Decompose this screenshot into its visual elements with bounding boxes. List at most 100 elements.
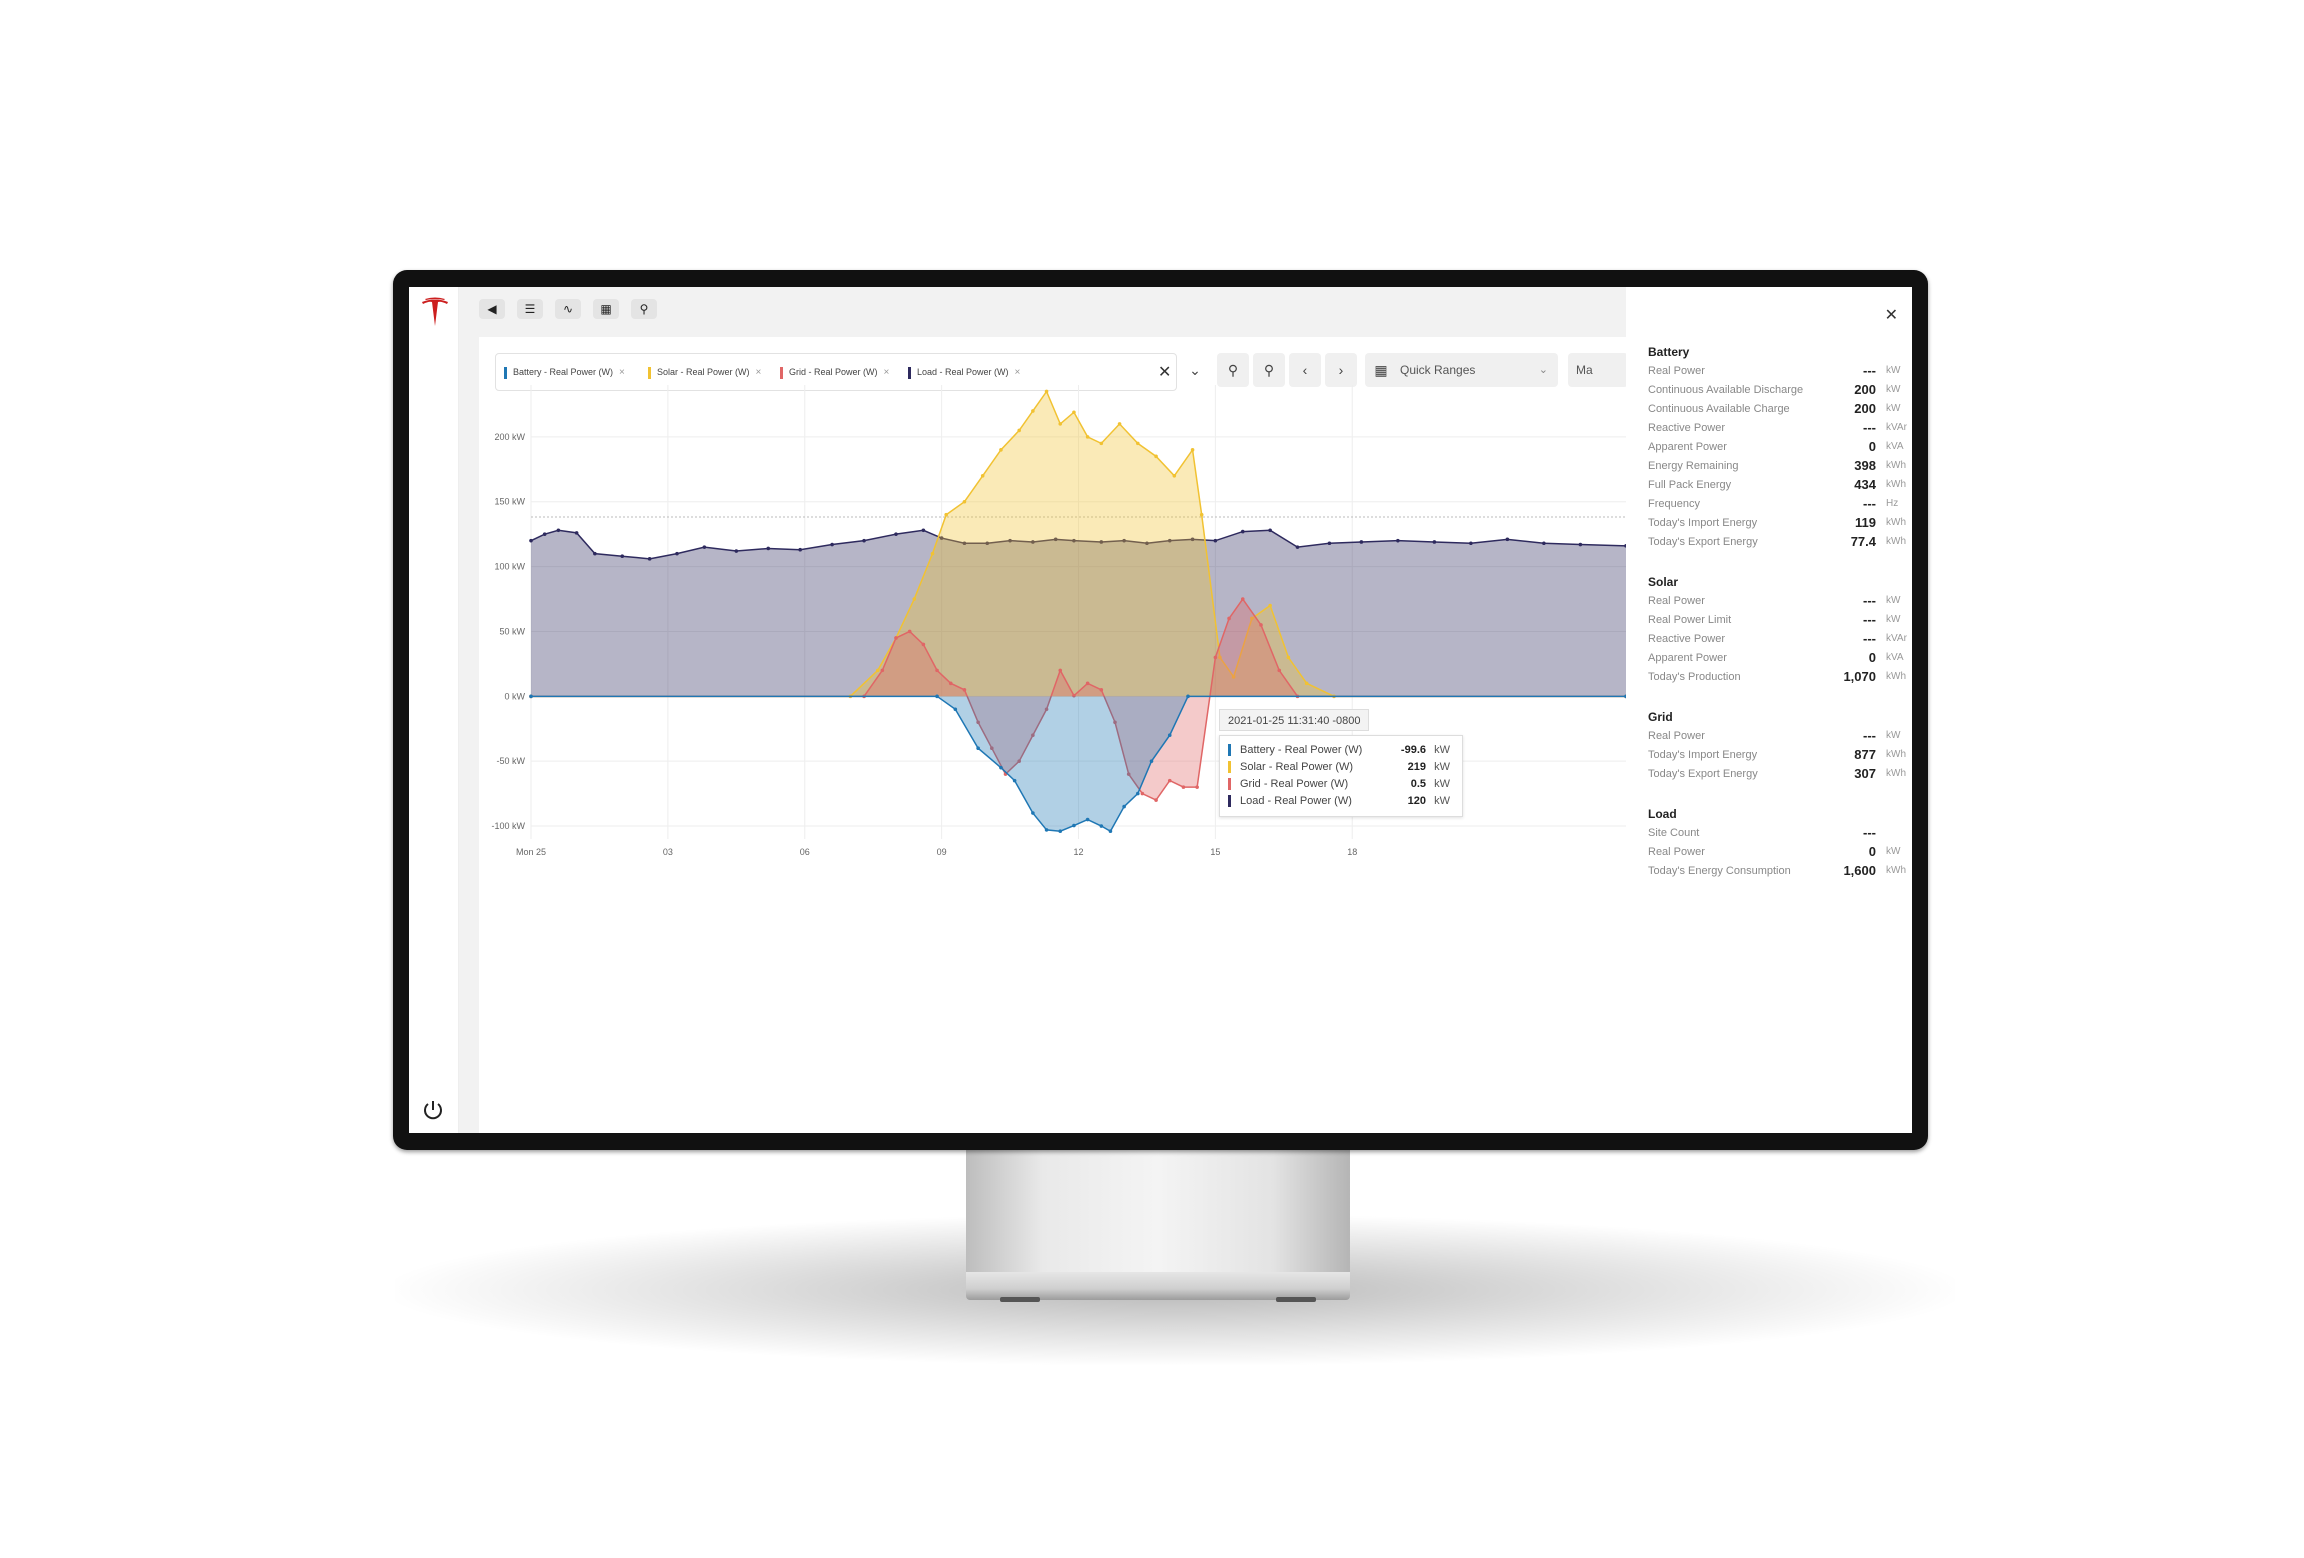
section-title: Battery	[1648, 345, 1690, 359]
remove-icon[interactable]: ×	[1014, 367, 1021, 378]
data-point	[1213, 655, 1218, 660]
section-title: Solar	[1648, 575, 1679, 589]
metric-row: Energy Remaining 398 kWh	[1648, 458, 1912, 474]
remove-icon[interactable]: ×	[883, 367, 890, 378]
tooltip-value: 0.5	[1410, 778, 1426, 790]
metric-label: Today's Export Energy	[1648, 536, 1758, 548]
data-point	[1199, 512, 1204, 517]
list-icon[interactable]: ☰	[517, 299, 543, 319]
metric-unit: kVA	[1886, 441, 1904, 452]
power-chart[interactable]: 200 kW 150 kW 100 kW 50 kW 0 kW -50 kW -100 kW…	[479, 337, 1626, 1133]
data-point	[1017, 759, 1021, 763]
data-point	[1140, 791, 1145, 796]
metric-unit: kVAr	[1886, 422, 1907, 433]
filter-chip-battery[interactable]: Battery - Real Power (W) ×	[504, 365, 625, 379]
metric-row: Apparent Power 0 kVA	[1648, 650, 1912, 666]
metric-value: 307	[1854, 766, 1876, 781]
data-point	[1117, 422, 1122, 426]
metric-row: Today's Production 1,070 kWh	[1648, 669, 1912, 685]
tooltip-row-load: Load - Real Power (W) 120 kW	[1228, 793, 1456, 809]
metric-value: 0	[1868, 844, 1876, 859]
data-point	[1122, 804, 1126, 809]
metric-row: Real Power Limit --- kW	[1648, 612, 1912, 628]
chart-icon[interactable]: ▦	[593, 299, 619, 319]
quick-ranges-select[interactable]: Quick Ranges ⌄	[1388, 353, 1558, 387]
top-toolbar: ◀ ☰ ∿ ▦ ⚲	[459, 287, 1626, 329]
metric-value: ---	[1863, 363, 1876, 378]
data-point	[1113, 720, 1117, 725]
metric-label: Continuous Available Discharge	[1648, 384, 1804, 396]
grid-color-marker	[780, 366, 783, 379]
tooltip-value: 219	[1407, 761, 1426, 773]
power-icon[interactable]	[422, 1099, 444, 1121]
metric-row: Today's Import Energy 877 kWh	[1648, 747, 1912, 763]
metric-value: ---	[1863, 825, 1876, 840]
pulse-icon[interactable]: ∿	[555, 299, 581, 319]
data-point	[1126, 772, 1131, 776]
series-area	[531, 530, 1626, 697]
data-point	[529, 694, 533, 699]
data-point	[1136, 441, 1140, 446]
data-point	[1072, 693, 1076, 698]
next-range-icon[interactable]: ›	[1325, 353, 1357, 387]
metric-label: Apparent Power	[1648, 652, 1727, 664]
metric-row: Continuous Available Charge 200 kW	[1648, 401, 1912, 417]
y-tick-label: -100 kW	[491, 821, 525, 831]
series-filter-bar[interactable]: Battery - Real Power (W) × Solar - Real P…	[495, 353, 1177, 391]
data-point	[1268, 603, 1272, 608]
data-point	[1277, 668, 1282, 673]
data-point	[1099, 540, 1104, 544]
tesla-logo-icon[interactable]	[420, 297, 450, 327]
data-point	[953, 707, 958, 712]
remove-icon[interactable]: ×	[619, 367, 625, 378]
zoom-out-icon[interactable]: ⚲	[1253, 353, 1285, 387]
data-point	[1167, 538, 1172, 543]
remove-icon[interactable]: ×	[755, 367, 762, 378]
data-point	[1259, 623, 1263, 627]
metric-unit: kWh	[1886, 460, 1906, 471]
metric-unit: kW	[1886, 614, 1901, 625]
metric-row: Real Power 0 kW	[1648, 844, 1912, 860]
data-point	[1017, 428, 1021, 433]
grid-color-marker	[1228, 778, 1231, 790]
data-point	[1154, 454, 1158, 459]
tooltip-unit: kW	[1434, 778, 1450, 790]
tooltip-body: Battery - Real Power (W) -99.6 kW Solar …	[1219, 735, 1463, 817]
metric-label: Full Pack Energy	[1648, 479, 1732, 491]
filter-chip-load[interactable]: Load - Real Power (W) ×	[908, 365, 1020, 379]
close-icon[interactable]: ✕	[1884, 307, 1898, 324]
data-point	[1624, 544, 1626, 548]
data-point	[1136, 791, 1140, 796]
previous-range-icon[interactable]: ‹	[1289, 353, 1321, 387]
filter-chip-solar[interactable]: Solar - Real Power (W) ×	[648, 365, 761, 379]
data-point	[1108, 829, 1113, 834]
metric-unit: kWh	[1886, 749, 1906, 760]
ma-select[interactable]: Ma	[1568, 353, 1628, 387]
monitor-stand	[966, 1148, 1350, 1276]
filter-chip-label: Battery - Real Power (W)	[513, 367, 614, 377]
tooltip-label: Battery - Real Power (W)	[1240, 744, 1363, 756]
metric-label: Reactive Power	[1648, 422, 1726, 434]
data-point	[935, 694, 939, 699]
search-icon[interactable]: ⚲	[631, 299, 657, 319]
quick-ranges-label: Quick Ranges	[1400, 363, 1476, 377]
metric-label: Real Power	[1648, 595, 1705, 607]
metric-row: Reactive Power --- kVAr	[1648, 631, 1912, 647]
tooltip-label: Load - Real Power (W)	[1240, 795, 1352, 807]
chart-tooltip: 2021-01-25 11:31:40 -0800 Battery - Real…	[1219, 709, 1463, 817]
metric-label: Continuous Available Charge	[1648, 403, 1790, 415]
data-point	[980, 474, 985, 478]
chevron-down-icon[interactable]: ⌄	[1179, 353, 1211, 387]
data-point	[1505, 537, 1510, 542]
data-point	[990, 746, 994, 750]
filter-chip-grid[interactable]: Grid - Real Power (W) ×	[780, 365, 889, 379]
zoom-in-icon[interactable]: ⚲	[1217, 353, 1249, 387]
stand-foot	[1276, 1297, 1316, 1302]
metric-label: Apparent Power	[1648, 441, 1727, 453]
data-point	[1085, 435, 1090, 439]
clear-filters-icon[interactable]: ✕	[1158, 364, 1172, 381]
battery-color-marker	[1228, 744, 1231, 756]
back-arrow-icon[interactable]: ◀	[479, 299, 505, 319]
load-color-marker	[1228, 795, 1231, 807]
x-tick-label: 15	[1210, 847, 1220, 857]
